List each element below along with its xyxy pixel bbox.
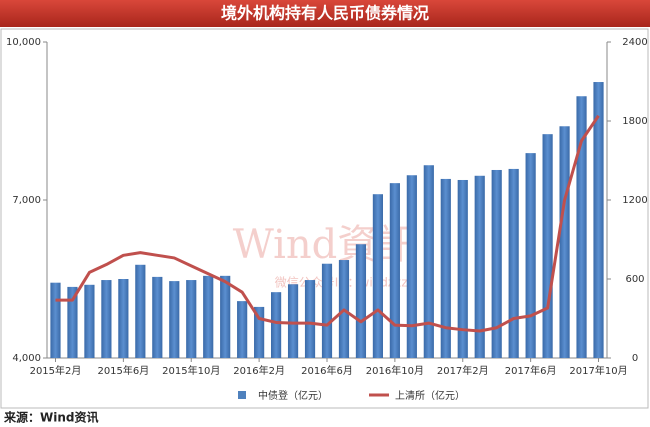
x-tick-label: 2015年2月 xyxy=(30,364,82,377)
bar xyxy=(508,168,519,358)
bar xyxy=(525,153,536,358)
x-tick-label: 2016年2月 xyxy=(233,364,285,377)
bar xyxy=(118,279,129,358)
y-tick-label: 10,000 xyxy=(6,37,41,48)
bar xyxy=(271,292,282,358)
bar xyxy=(220,275,231,358)
x-tick-label: 2017年2月 xyxy=(437,364,489,377)
bar xyxy=(203,275,214,358)
y2-tick-label: 2400 xyxy=(622,37,647,48)
x-tick-label: 2015年10月 xyxy=(162,364,220,377)
bar xyxy=(101,280,112,358)
bar xyxy=(355,244,367,358)
bar xyxy=(321,263,333,358)
bar xyxy=(423,165,434,358)
x-tick-label: 2015年6月 xyxy=(97,364,149,377)
bar xyxy=(491,169,502,358)
watermark: Wind資訊 xyxy=(233,222,418,268)
bar xyxy=(372,194,383,358)
bar xyxy=(50,282,61,358)
chart-frame xyxy=(0,28,649,409)
legend-swatch xyxy=(238,391,246,399)
bar xyxy=(542,134,553,358)
y-tick-label: 4,000 xyxy=(12,353,41,364)
x-tick-label: 2016年6月 xyxy=(301,364,353,377)
x-tick-label: 2016年10月 xyxy=(366,364,424,377)
y2-tick-label: 0 xyxy=(632,353,638,364)
bar xyxy=(576,96,587,358)
y2-tick-label: 600 xyxy=(625,274,644,285)
bar xyxy=(152,276,163,358)
bar xyxy=(186,280,197,358)
bar xyxy=(593,82,604,358)
bar xyxy=(135,264,146,358)
bar xyxy=(254,306,265,358)
bar xyxy=(559,126,570,359)
source: 来源：Wind资讯 xyxy=(3,410,98,425)
bar xyxy=(389,183,400,358)
line xyxy=(55,114,600,333)
legend-label: 中债登（亿元） xyxy=(258,389,328,402)
chart-title: 境外机构持有人民币债券情况 xyxy=(221,4,429,23)
bar xyxy=(440,178,451,358)
x-tick-label: 2017年10月 xyxy=(569,364,627,377)
legend-label: 上清所（亿元） xyxy=(395,389,465,402)
bar xyxy=(169,281,180,358)
bar xyxy=(457,179,468,358)
title-banner xyxy=(0,0,650,27)
bar xyxy=(474,175,485,358)
bar xyxy=(304,280,316,358)
x-tick-label: 2017年6月 xyxy=(505,364,557,377)
bar xyxy=(406,175,417,358)
bar xyxy=(84,284,95,358)
y2-tick-label: 1800 xyxy=(622,116,647,127)
y-tick-label: 7,000 xyxy=(12,195,41,206)
bar xyxy=(287,284,299,358)
bar xyxy=(67,286,78,358)
y2-tick-label: 1200 xyxy=(622,195,647,206)
bar xyxy=(237,301,248,358)
